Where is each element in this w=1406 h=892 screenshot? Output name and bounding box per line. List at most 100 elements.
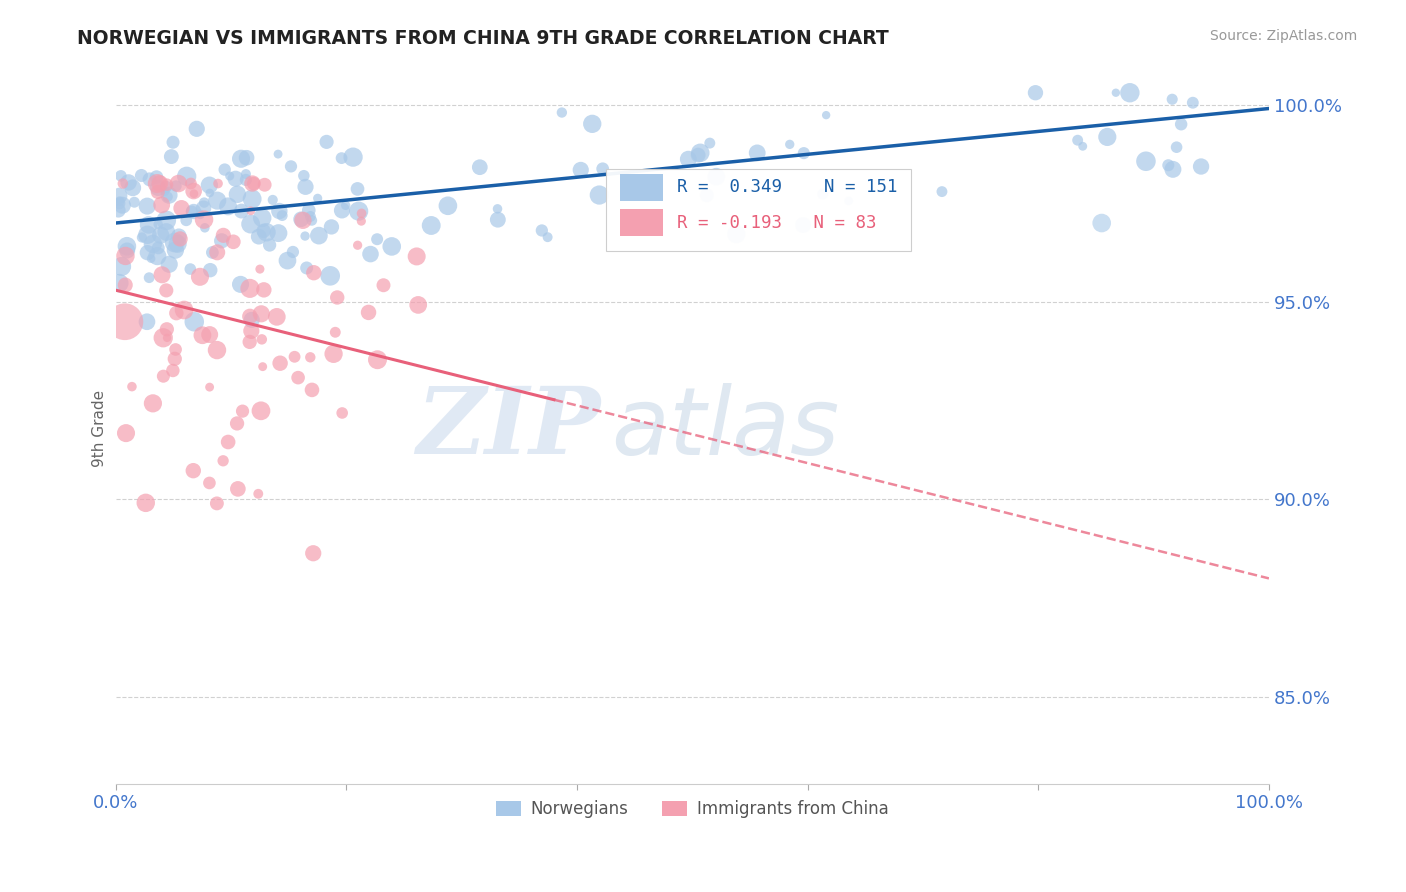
Point xyxy=(792,218,814,232)
Point xyxy=(170,201,193,215)
Point xyxy=(183,186,205,201)
Point xyxy=(226,187,249,202)
Point xyxy=(530,223,553,237)
Point xyxy=(725,227,748,241)
Point xyxy=(148,218,170,232)
Point xyxy=(111,198,134,212)
Point xyxy=(198,475,221,490)
Point xyxy=(276,253,298,268)
Point xyxy=(198,327,221,342)
Point xyxy=(121,181,143,195)
Point xyxy=(198,178,221,193)
Point xyxy=(1157,158,1180,172)
Point xyxy=(315,135,337,149)
Point xyxy=(108,194,131,208)
Point xyxy=(291,213,314,227)
Point xyxy=(136,227,159,242)
Point xyxy=(146,185,169,199)
Point xyxy=(302,546,325,560)
Point xyxy=(252,359,274,374)
Point xyxy=(200,263,222,277)
Point xyxy=(165,343,187,357)
Point xyxy=(181,464,204,478)
Point xyxy=(165,179,187,194)
Point xyxy=(321,219,343,234)
Point xyxy=(302,266,325,280)
Point xyxy=(162,135,184,149)
Point xyxy=(173,303,195,318)
Point xyxy=(1066,133,1088,147)
Point xyxy=(250,211,273,225)
Point xyxy=(222,235,245,249)
FancyBboxPatch shape xyxy=(606,169,911,251)
Point xyxy=(689,145,711,160)
Point xyxy=(1024,86,1046,100)
Point xyxy=(152,369,174,384)
Point xyxy=(148,241,170,255)
Point xyxy=(420,219,443,233)
Point xyxy=(239,281,262,295)
Point xyxy=(1166,140,1188,154)
Point xyxy=(138,218,160,232)
Point xyxy=(347,204,370,219)
Point xyxy=(259,238,281,252)
Point xyxy=(240,324,263,338)
Point xyxy=(149,228,172,243)
Point xyxy=(299,351,322,365)
Point xyxy=(253,283,276,297)
Point xyxy=(696,188,718,202)
Point xyxy=(146,177,169,191)
Point xyxy=(142,236,165,251)
Point xyxy=(815,108,838,122)
Point xyxy=(330,203,353,218)
Point xyxy=(437,199,460,213)
Point xyxy=(153,184,176,198)
Point xyxy=(335,198,357,212)
Point xyxy=(155,225,177,239)
Point xyxy=(169,232,191,246)
Point xyxy=(157,257,180,271)
Point xyxy=(179,262,201,277)
Point xyxy=(174,213,197,227)
Point xyxy=(114,315,136,329)
Point xyxy=(165,306,187,320)
Point xyxy=(281,244,304,259)
Point xyxy=(330,406,353,420)
Point xyxy=(167,177,190,191)
Point xyxy=(211,234,233,248)
Point xyxy=(131,230,153,244)
Text: NORWEGIAN VS IMMIGRANTS FROM CHINA 9TH GRADE CORRELATION CHART: NORWEGIAN VS IMMIGRANTS FROM CHINA 9TH G… xyxy=(77,29,889,48)
Point xyxy=(138,172,160,186)
Point xyxy=(240,313,263,327)
Point xyxy=(301,383,323,397)
Point xyxy=(322,347,344,361)
Point xyxy=(115,426,138,441)
Point xyxy=(235,167,257,181)
Point xyxy=(146,181,169,195)
Point xyxy=(146,249,169,263)
Point xyxy=(232,404,254,418)
Point xyxy=(110,169,132,183)
Point xyxy=(110,260,132,274)
Point xyxy=(136,199,159,213)
Point xyxy=(266,310,288,324)
Point xyxy=(551,105,574,120)
Point xyxy=(301,213,323,227)
Point xyxy=(793,146,815,161)
Point xyxy=(225,171,247,186)
Point xyxy=(162,363,184,377)
Point xyxy=(155,180,177,194)
Point xyxy=(180,204,202,219)
Point xyxy=(193,212,215,227)
Point xyxy=(212,228,235,243)
Point xyxy=(252,224,274,238)
Text: ZIP: ZIP xyxy=(416,384,600,474)
Point xyxy=(163,235,186,250)
Point xyxy=(155,213,177,227)
Point xyxy=(342,150,364,164)
Point xyxy=(198,186,221,200)
FancyBboxPatch shape xyxy=(620,210,664,236)
Y-axis label: 9th Grade: 9th Grade xyxy=(93,390,107,467)
Point xyxy=(212,454,235,468)
Point xyxy=(139,252,162,266)
